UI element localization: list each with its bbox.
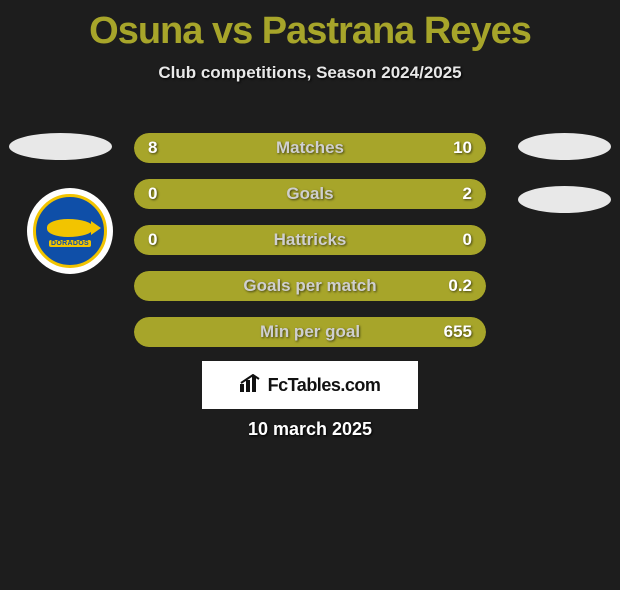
bar-value-right: 10: [453, 133, 472, 163]
brand-chart-icon: [240, 374, 262, 397]
stat-bar: Goals per match0.2: [134, 271, 486, 301]
stat-bar: Goals0 2: [134, 179, 486, 209]
player-right-placeholder-1: [518, 133, 611, 160]
bar-value-right: 0.2: [448, 271, 472, 301]
stat-bar: Min per goal655: [134, 317, 486, 347]
bar-value-right: 0: [463, 225, 472, 255]
bar-label: Hattricks: [134, 225, 486, 255]
stats-bars: Matches810Goals02Hattricks00Goals per ma…: [134, 133, 486, 363]
club-badge-icon: [47, 219, 93, 237]
brand-box[interactable]: FcTables.com: [202, 361, 418, 409]
club-badge-inner: DORADOS: [33, 194, 107, 268]
bar-value-left: 0: [148, 179, 157, 209]
club-badge: DORADOS: [27, 188, 113, 274]
bar-label: Goals: [134, 179, 486, 209]
bar-label: Min per goal: [134, 317, 486, 347]
page-subtitle: Club competitions, Season 2024/2025: [0, 63, 620, 83]
club-badge-text: DORADOS: [49, 240, 91, 247]
bar-value-right: 655: [444, 317, 472, 347]
date-label: 10 march 2025: [0, 419, 620, 440]
page-title: Osuna vs Pastrana Reyes: [0, 10, 620, 53]
bar-value-right: 2: [463, 179, 472, 209]
bar-value-left: 8: [148, 133, 157, 163]
player-right-placeholder-2: [518, 186, 611, 213]
player-left-placeholder: [9, 133, 112, 160]
bar-value-left: 0: [148, 225, 157, 255]
stat-bar: Matches8 10: [134, 133, 486, 163]
bar-label: Matches: [134, 133, 486, 163]
brand-text: FcTables.com: [268, 375, 381, 396]
bar-label: Goals per match: [134, 271, 486, 301]
stat-bar: Hattricks0 0: [134, 225, 486, 255]
